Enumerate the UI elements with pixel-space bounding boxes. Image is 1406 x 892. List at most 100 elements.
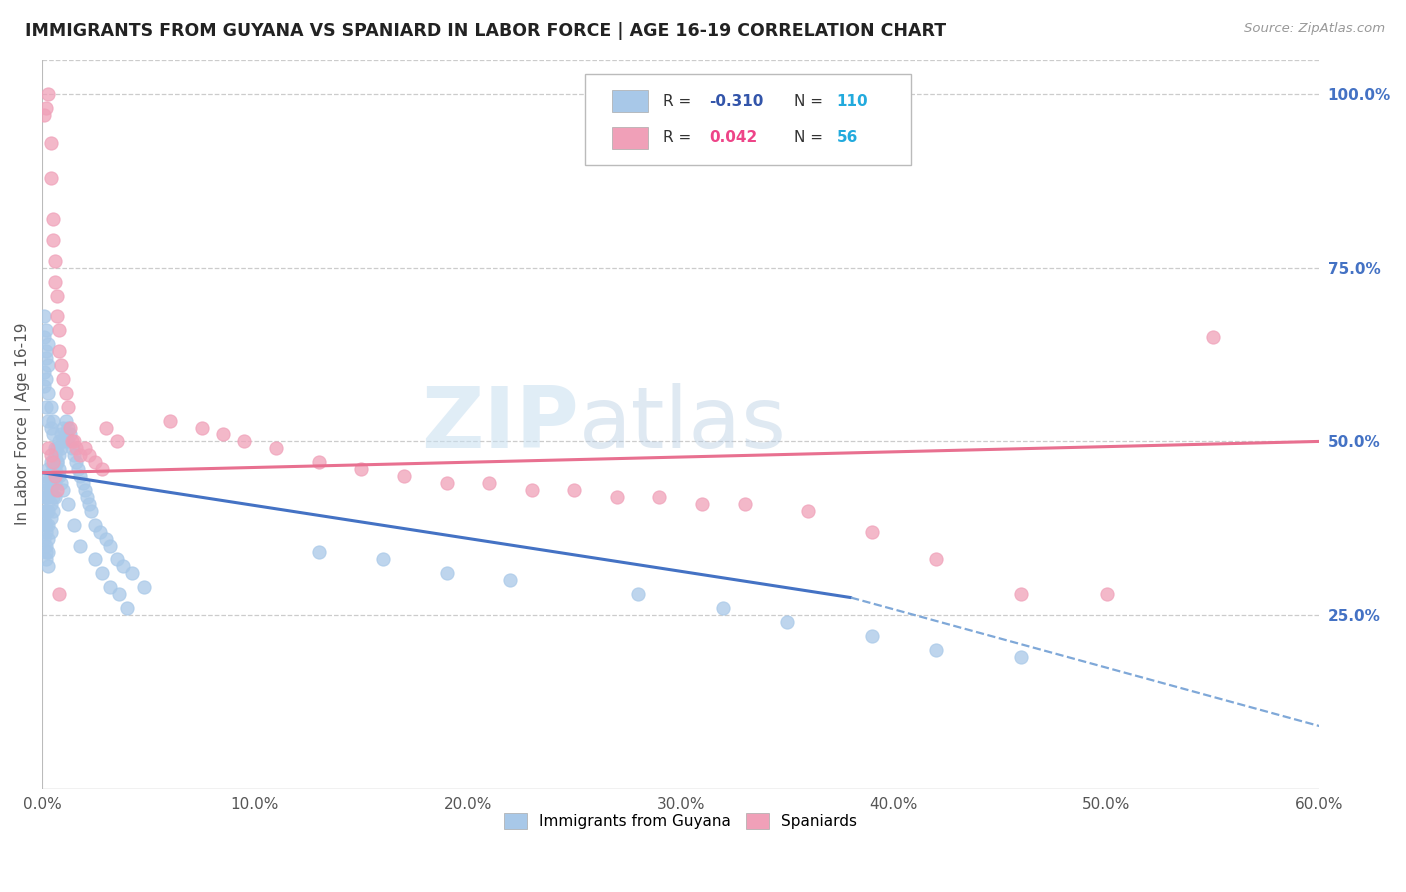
Point xyxy=(63,517,86,532)
Point xyxy=(499,574,522,588)
Point xyxy=(48,469,70,483)
Point xyxy=(37,476,59,491)
Point xyxy=(37,414,59,428)
Point xyxy=(39,497,62,511)
Point xyxy=(48,344,70,359)
Point xyxy=(39,170,62,185)
Point xyxy=(32,108,55,122)
Point xyxy=(371,552,394,566)
Text: N =: N = xyxy=(794,94,828,109)
Point xyxy=(562,483,585,497)
Point xyxy=(63,434,86,449)
Point xyxy=(159,414,181,428)
Point xyxy=(776,615,799,629)
Point xyxy=(98,580,121,594)
Point xyxy=(94,532,117,546)
Text: ZIP: ZIP xyxy=(420,383,579,466)
Point xyxy=(51,442,73,456)
Point xyxy=(67,462,90,476)
Point xyxy=(37,517,59,532)
Point xyxy=(35,323,58,337)
Point xyxy=(520,483,543,497)
Point xyxy=(392,469,415,483)
Point xyxy=(111,559,134,574)
Point xyxy=(35,400,58,414)
Point xyxy=(48,448,70,462)
Point xyxy=(60,442,83,456)
Point xyxy=(39,524,62,539)
Point xyxy=(1202,330,1225,344)
Point xyxy=(860,629,883,643)
Point xyxy=(37,504,59,518)
Point xyxy=(65,442,87,456)
Point xyxy=(46,288,69,302)
Point xyxy=(1095,587,1118,601)
Y-axis label: In Labor Force | Age 16-19: In Labor Force | Age 16-19 xyxy=(15,323,31,525)
Point xyxy=(44,275,66,289)
Point xyxy=(56,497,79,511)
Point xyxy=(350,462,373,476)
Point xyxy=(39,420,62,434)
Point xyxy=(42,490,65,504)
Point xyxy=(436,476,458,491)
Point xyxy=(925,642,948,657)
Point xyxy=(46,455,69,469)
Point xyxy=(105,434,128,449)
Point xyxy=(44,448,66,462)
Point xyxy=(90,462,112,476)
Point xyxy=(35,372,58,386)
Point xyxy=(42,462,65,476)
Point xyxy=(56,420,79,434)
Point xyxy=(32,517,55,532)
Point xyxy=(35,524,58,539)
Point xyxy=(37,559,59,574)
FancyBboxPatch shape xyxy=(585,74,911,165)
Point xyxy=(32,310,55,324)
Point xyxy=(436,566,458,581)
Point xyxy=(32,504,55,518)
Point xyxy=(39,400,62,414)
Point xyxy=(51,358,73,372)
Point xyxy=(35,344,58,359)
Point xyxy=(478,476,501,491)
Point xyxy=(52,434,75,449)
Point xyxy=(46,442,69,456)
Point xyxy=(627,587,650,601)
Point xyxy=(44,476,66,491)
Point xyxy=(1010,587,1032,601)
Point xyxy=(35,351,58,365)
Text: 0.042: 0.042 xyxy=(709,130,756,145)
Point xyxy=(52,483,75,497)
Point xyxy=(648,490,671,504)
Point xyxy=(46,455,69,469)
Point xyxy=(73,483,96,497)
Point xyxy=(89,524,111,539)
Point xyxy=(37,337,59,351)
Point xyxy=(42,504,65,518)
Point xyxy=(65,455,87,469)
Point xyxy=(266,442,288,456)
Point xyxy=(32,476,55,491)
Point xyxy=(37,87,59,102)
Point xyxy=(98,539,121,553)
Point xyxy=(55,414,77,428)
Point xyxy=(39,483,62,497)
Point xyxy=(117,601,139,615)
Text: atlas: atlas xyxy=(579,383,786,466)
Point xyxy=(42,212,65,227)
Point xyxy=(37,545,59,559)
Point xyxy=(69,448,91,462)
Point xyxy=(44,490,66,504)
Point xyxy=(48,587,70,601)
Point xyxy=(32,379,55,393)
Point xyxy=(63,448,86,462)
Point xyxy=(42,455,65,469)
Point xyxy=(37,462,59,476)
Point xyxy=(35,545,58,559)
Point xyxy=(42,233,65,247)
Point xyxy=(860,524,883,539)
Point xyxy=(55,427,77,442)
Point xyxy=(56,434,79,449)
Text: 56: 56 xyxy=(837,130,858,145)
Text: N =: N = xyxy=(794,130,828,145)
